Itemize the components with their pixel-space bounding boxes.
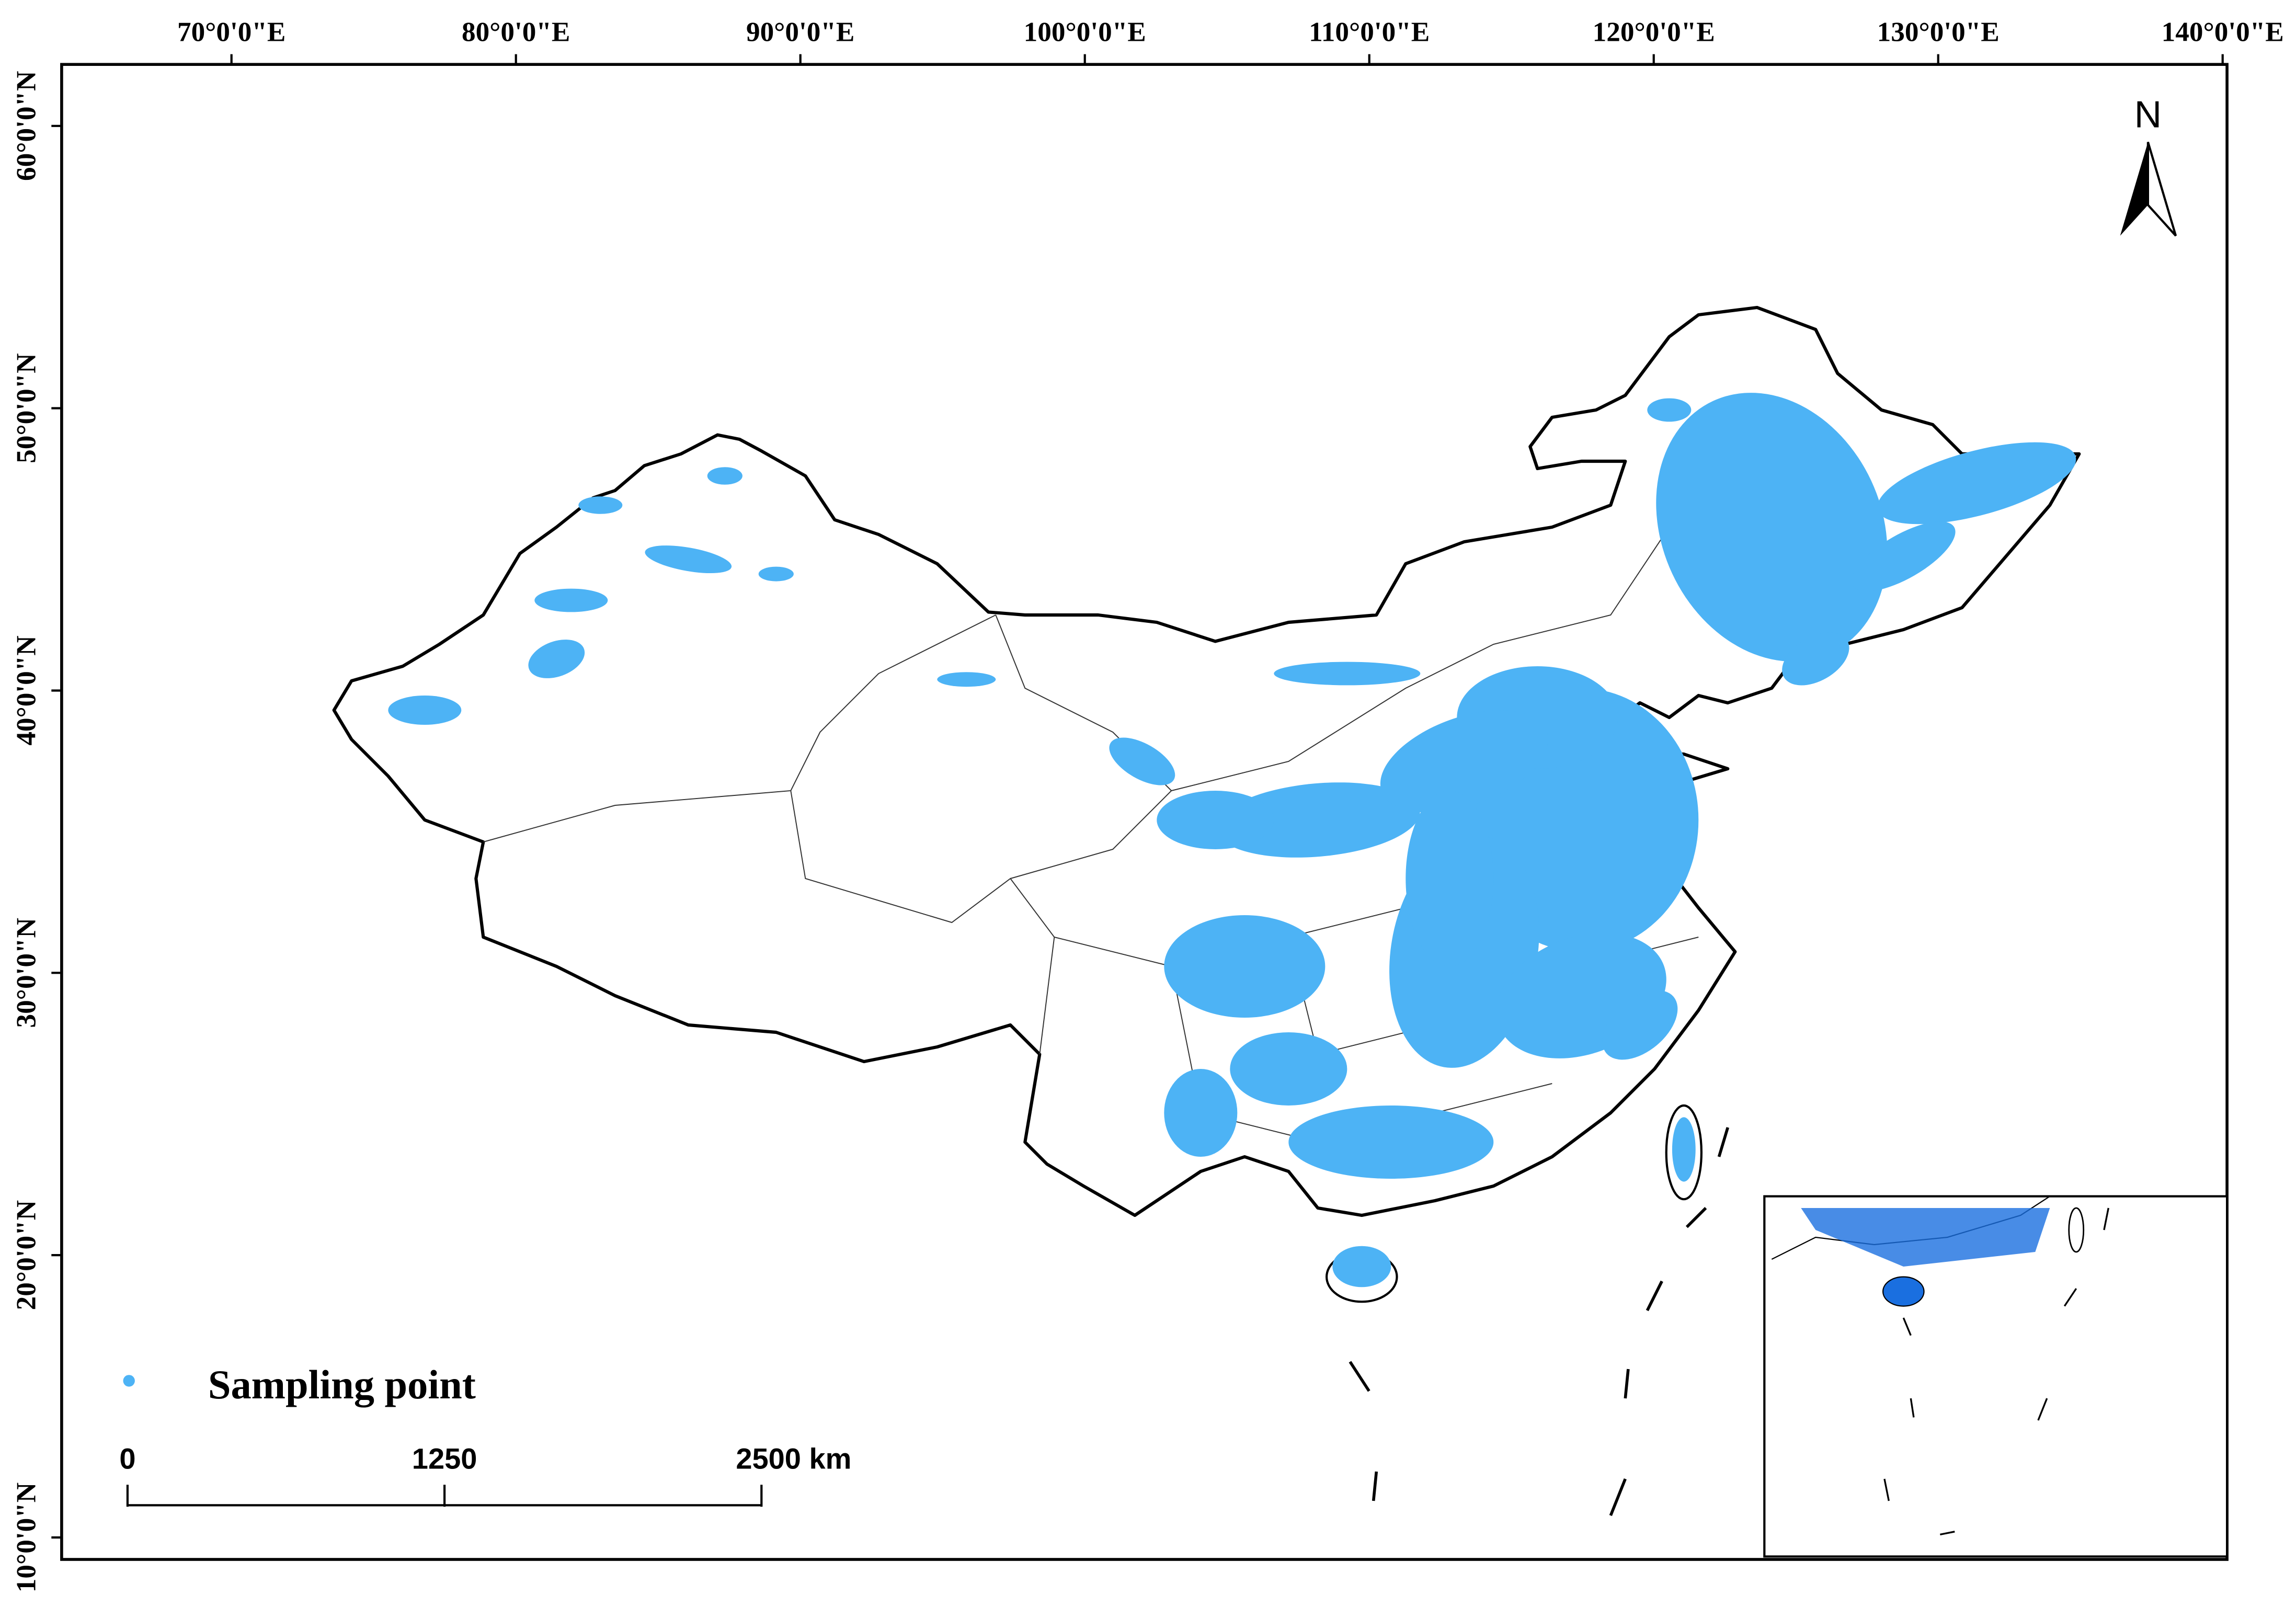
- lon-tick-label: 140°0'0"E: [2162, 16, 2284, 47]
- sampling-cluster: [1230, 1032, 1347, 1106]
- lon-tick-label: 120°0'0"E: [1593, 16, 1715, 47]
- legend-label: Sampling point: [208, 1362, 476, 1407]
- inset-points: [1801, 1208, 2050, 1267]
- sampling-cluster: [1656, 393, 1888, 662]
- sampling-cluster: [1406, 791, 1494, 966]
- lon-tick-label: 70°0'0"E: [177, 16, 285, 47]
- legend-symbol: [123, 1375, 135, 1387]
- north-arrow: N: [2120, 94, 2177, 237]
- scale-bar: 0 1250 2500 km: [119, 1442, 851, 1507]
- inset-hainan: [1882, 1276, 1925, 1307]
- sampling-cluster: [528, 640, 585, 678]
- sampling-cluster: [758, 566, 794, 582]
- sampling-cluster: [1215, 782, 1420, 858]
- lon-tick-label: 100°0'0"E: [1024, 16, 1146, 47]
- sampling-points: [388, 393, 2076, 1287]
- sampling-cluster: [1852, 521, 1956, 591]
- lat-tick-label: 50°0'0"N: [10, 353, 41, 463]
- sampling-cluster: [1164, 915, 1326, 1018]
- sampling-cluster: [1602, 990, 1678, 1060]
- sampling-cluster: [1647, 398, 1692, 422]
- sampling-cluster: [1109, 737, 1175, 785]
- sampling-cluster: [388, 696, 462, 725]
- sampling-cluster: [534, 588, 608, 612]
- scale-label: 0: [119, 1442, 135, 1475]
- sampling-cluster: [645, 545, 732, 574]
- north-arrow-right: [2146, 142, 2177, 237]
- lat-tick-label: 60°0'0"N: [10, 71, 41, 181]
- inset: [1763, 1195, 2229, 1558]
- sampling-cluster: [1164, 1069, 1238, 1157]
- sampling-cluster: [707, 467, 743, 485]
- lat-tick-label: 20°0'0"N: [10, 1200, 41, 1310]
- lon-tick-label: 130°0'0"E: [1877, 16, 2000, 47]
- sampling-cluster: [1274, 662, 1421, 686]
- sampling-cluster: [1672, 1117, 1696, 1182]
- graticule-labels: 70°0'0"E 80°0'0"E 90°0'0"E 100°0'0"E 110°0'0…: [10, 16, 2283, 1592]
- inset-taiwan: [2068, 1207, 2085, 1253]
- north-label: N: [2134, 94, 2162, 136]
- nine-dash-line: [1349, 1127, 1729, 1517]
- lon-tick-label: 90°0'0"E: [746, 16, 854, 47]
- lat-tick-label: 10°0'0"N: [10, 1483, 41, 1592]
- lon-tick-label: 110°0'0"E: [1309, 16, 1430, 47]
- sampling-cluster: [1288, 1106, 1494, 1179]
- lon-tick-label: 80°0'0"E: [462, 16, 570, 47]
- sampling-cluster: [1157, 791, 1274, 849]
- lat-tick-label: 40°0'0"N: [10, 635, 41, 745]
- legend: Sampling point: [123, 1362, 476, 1407]
- inset-dashes: [1883, 1207, 2109, 1536]
- sampling-cluster: [1380, 710, 1548, 813]
- scale-label: 2500 km: [736, 1442, 851, 1475]
- sampling-cluster: [1782, 632, 1849, 686]
- sampling-cluster: [578, 496, 623, 514]
- sampling-cluster: [1877, 442, 2076, 525]
- scale-label: 1250: [412, 1442, 477, 1475]
- lat-tick-label: 30°0'0"N: [10, 918, 41, 1028]
- sampling-cluster: [1332, 1246, 1391, 1287]
- sampling-cluster: [937, 672, 996, 687]
